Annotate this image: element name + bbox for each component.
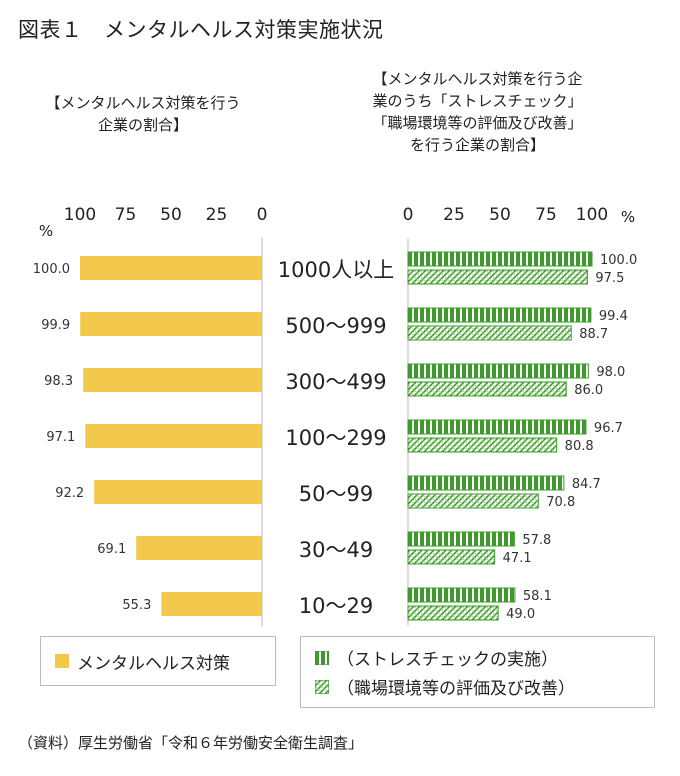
- left-tick-label: 100: [64, 205, 96, 225]
- right-bar-environment: [407, 325, 572, 341]
- right-legend: （ストレスチェックの実施） （職場環境等の評価及び改善）: [300, 636, 655, 708]
- legend-label: メンタルヘルス対策: [77, 653, 230, 674]
- legend-swatch-stress: [315, 650, 329, 665]
- right-bar-value-label: 84.7: [572, 477, 601, 492]
- left-tick-label: 50: [160, 205, 182, 225]
- right-axis: 0 25 50 75 100%: [403, 205, 635, 626]
- right-bar-stress-check: [407, 363, 589, 379]
- right-chart-title-line: 【メンタルヘルス対策を行う企: [372, 70, 583, 88]
- left-bar: [83, 368, 263, 392]
- left-bar: [161, 592, 262, 616]
- right-tick-label: 50: [489, 205, 511, 225]
- category-label: 500～999: [285, 314, 386, 338]
- left-tick-label: 0: [257, 205, 268, 225]
- right-bar-environment: [407, 269, 588, 285]
- right-bar-stress-check: [407, 251, 593, 267]
- category-label: 10～29: [299, 594, 373, 618]
- right-bar-value-label: 70.8: [546, 495, 575, 510]
- left-unit-label: %: [39, 222, 53, 240]
- legend-item-mental-health: メンタルヘルス対策: [55, 649, 230, 674]
- legend-swatch-environment: [315, 679, 329, 694]
- legend-label: （職場環境等の評価及び改善）: [337, 679, 575, 699]
- right-tick-label: 100: [576, 205, 608, 225]
- right-bar-value-label: 49.0: [506, 607, 535, 622]
- right-bar-value-label: 86.0: [574, 383, 603, 398]
- category-label: 300～499: [285, 370, 386, 394]
- right-bar-value-label: 97.5: [595, 271, 624, 286]
- right-bar-value-label: 98.0: [596, 365, 625, 380]
- left-chart-title-line: 企業の割合】: [97, 116, 188, 134]
- left-bar: [85, 424, 262, 448]
- right-chart-title-line: 業のうち「ストレスチェック」: [372, 92, 583, 110]
- left-bar: [94, 480, 262, 504]
- left-legend: メンタルヘルス対策: [40, 636, 276, 686]
- right-bar-value-label: 47.1: [503, 551, 532, 566]
- right-bar-environment: [407, 493, 539, 509]
- left-chart-title: 【メンタルヘルス対策を行う 企業の割合】: [18, 92, 268, 136]
- right-bar-value-label: 96.7: [594, 421, 623, 436]
- left-bar-value-label: 100.0: [33, 262, 70, 277]
- left-bar-value-label: 98.3: [44, 374, 73, 389]
- legend-label: （ストレスチェックの実施）: [337, 650, 558, 670]
- left-bar: [136, 536, 262, 560]
- right-bar-stress-check: [407, 307, 592, 323]
- right-tick-label: 0: [403, 205, 414, 225]
- right-bar-environment: [407, 605, 499, 621]
- right-chart-title-line: を行う企業の割合】: [409, 136, 545, 154]
- right-bars: 100.0 97.5 99.4 88.7 98.0 86.0 96.780.8 84.7 70.…: [407, 251, 637, 622]
- right-bar-value-label: 100.0: [600, 253, 637, 268]
- legend-item-environment: （職場環境等の評価及び改善）: [315, 672, 654, 701]
- right-bar-value-label: 99.4: [599, 309, 628, 324]
- category-label: 100～299: [285, 426, 386, 450]
- category-label: 1000人以上: [278, 258, 394, 282]
- left-bars: 100.0 99.9 98.3 97.1 92.2 69.1 55.3: [33, 256, 263, 616]
- left-axis: 100 75 50 25 0%: [39, 205, 268, 626]
- right-chart-title: 【メンタルヘルス対策を行う企 業のうち「ストレスチェック」 「職場環境等の評価及…: [325, 68, 630, 156]
- right-bar-stress-check: [407, 531, 515, 547]
- left-chart-title-line: 【メンタルヘルス対策を行う: [45, 94, 241, 112]
- right-bar-stress-check: [407, 419, 587, 435]
- left-bar-value-label: 99.9: [41, 318, 70, 333]
- right-bar-environment: [407, 381, 567, 397]
- left-bar: [80, 312, 262, 336]
- left-bar-value-label: 69.1: [97, 542, 126, 557]
- right-bar-value-label: 88.7: [579, 327, 608, 342]
- legend-item-stress-check: （ストレスチェックの実施）: [315, 643, 654, 672]
- left-bar-value-label: 92.2: [55, 486, 84, 501]
- right-tick-label: 75: [535, 205, 557, 225]
- figure-title: 図表１ メンタルヘルス対策実施状況: [18, 18, 384, 42]
- right-bar-value-label: 58.1: [523, 589, 552, 604]
- right-chart-title-line: 「職場環境等の評価及び改善」: [372, 114, 583, 132]
- right-bar-stress-check: [407, 587, 516, 603]
- category-label: 30～49: [299, 538, 373, 562]
- left-bar-value-label: 55.3: [122, 598, 151, 613]
- left-tick-label: 25: [206, 205, 228, 225]
- right-bar-stress-check: [407, 475, 565, 491]
- category-labels: 1000人以上 500～999 300～499 100～299 50～99 30～49 10…: [278, 258, 394, 618]
- left-bar: [80, 256, 262, 280]
- right-bar-environment: [407, 549, 496, 565]
- left-tick-label: 75: [115, 205, 137, 225]
- right-unit-label: %: [621, 208, 635, 226]
- category-label: 50～99: [299, 482, 373, 506]
- right-bar-environment: [407, 437, 558, 453]
- right-bar-value-label: 57.8: [522, 533, 551, 548]
- source-note: （資料）厚生労働省「令和６年労働安全衛生調査」: [18, 734, 364, 752]
- legend-swatch-yellow: [55, 654, 69, 668]
- right-bar-value-label: 80.8: [565, 439, 594, 454]
- left-bar-value-label: 97.1: [46, 430, 75, 445]
- right-tick-label: 25: [443, 205, 465, 225]
